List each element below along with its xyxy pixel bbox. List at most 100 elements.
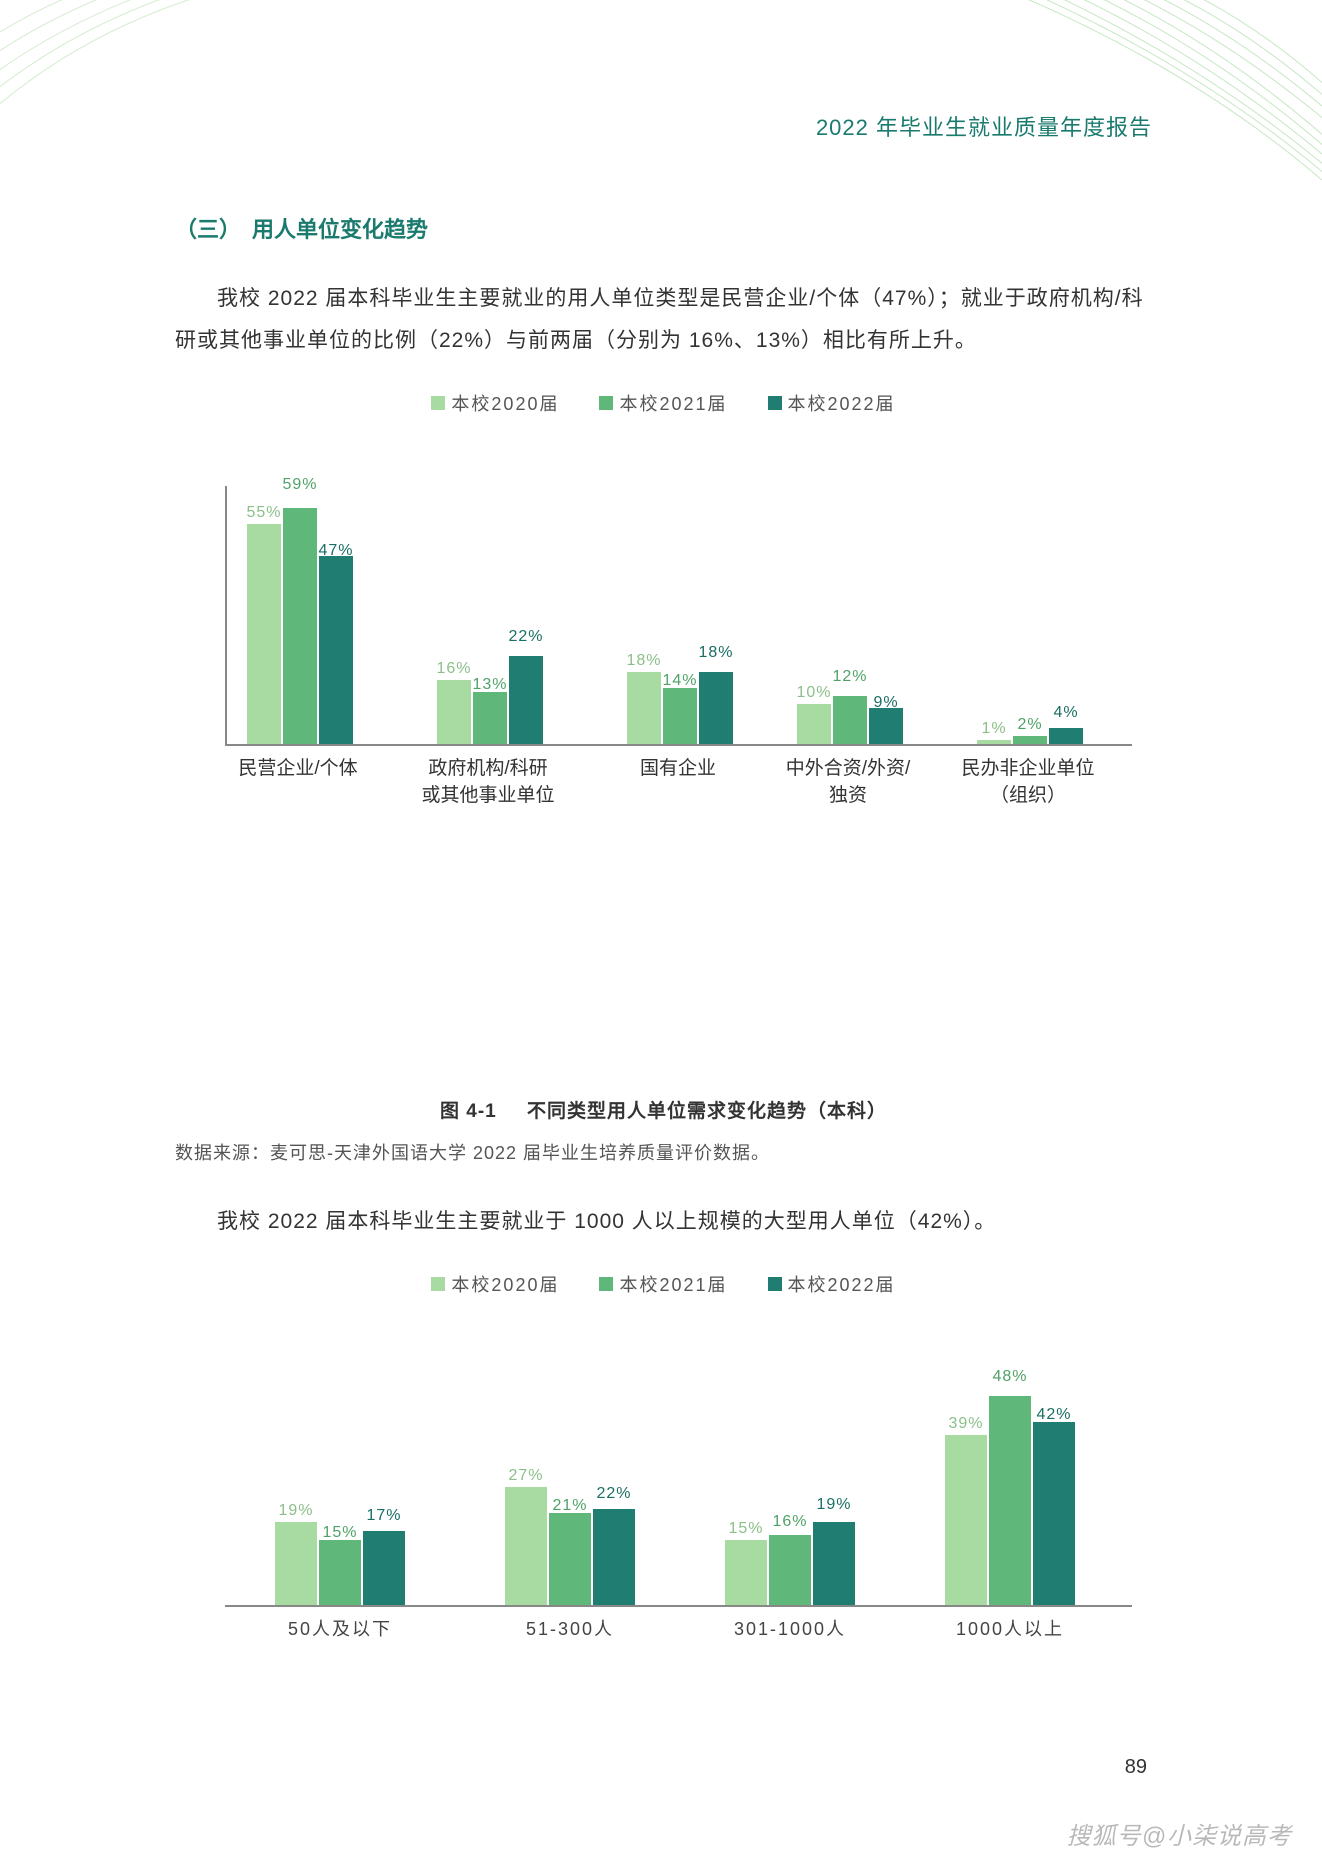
bar-value-label: 14%	[662, 672, 697, 690]
content-area: （三） 用人单位变化趋势 我校 2022 届本科毕业生主要就业的用人单位类型是民…	[0, 142, 1322, 1657]
bar: 13%	[473, 692, 507, 744]
bar-value-label: 22%	[596, 1485, 631, 1503]
x-axis-label: 国有企业	[640, 756, 716, 783]
bar: 22%	[593, 1509, 635, 1605]
x-axis-label: 中外合资/外资/独资	[786, 756, 911, 809]
x-axis-label: 50人及以下	[288, 1617, 392, 1642]
bar: 39%	[945, 1435, 987, 1605]
bar-value-label: 39%	[948, 1415, 983, 1433]
legend-swatch	[599, 1277, 613, 1291]
bar-value-label: 13%	[472, 676, 507, 694]
bar-group: 16%13%22%	[437, 656, 543, 744]
legend-swatch	[768, 1277, 782, 1291]
bar: 4%	[1049, 728, 1083, 744]
x-axis-label: 301-1000人	[734, 1617, 846, 1642]
legend-item: 本校2021届	[599, 390, 727, 416]
bar-value-label: 19%	[816, 1496, 851, 1514]
bar: 2%	[1013, 736, 1047, 744]
bar: 18%	[699, 672, 733, 744]
legend-item: 本校2022届	[768, 1271, 896, 1297]
bar-group: 19%15%17%	[275, 1522, 405, 1605]
legend-label: 本校2020届	[451, 390, 559, 416]
bar: 55%	[247, 524, 281, 744]
bar-value-label: 16%	[436, 660, 471, 678]
bar: 18%	[627, 672, 661, 744]
paragraph-2: 我校 2022 届本科毕业生主要就业于 1000 人以上规模的大型用人单位（42…	[175, 1201, 1152, 1243]
legend-swatch	[768, 396, 782, 410]
x-axis-label: 51-300人	[526, 1617, 614, 1642]
bar: 9%	[869, 708, 903, 744]
chart1-caption: 图 4-1 不同类型用人单位需求变化趋势（本科）	[175, 1096, 1152, 1123]
bar-value-label: 42%	[1036, 1406, 1071, 1424]
watermark: 搜狐号@小柒说高考	[1067, 1816, 1292, 1851]
legend-swatch	[599, 396, 613, 410]
chart2: 19%15%17%27%21%22%15%16%19%39%48%42% 50人…	[175, 1367, 1152, 1657]
bar-group: 27%21%22%	[505, 1487, 635, 1605]
bar: 19%	[275, 1522, 317, 1605]
bar-value-label: 16%	[772, 1513, 807, 1531]
bar-value-label: 9%	[873, 694, 898, 712]
bar-value-label: 12%	[832, 668, 867, 686]
legend-swatch	[431, 396, 445, 410]
bar: 15%	[319, 1540, 361, 1605]
bar: 42%	[1033, 1422, 1075, 1605]
bar-value-label: 4%	[1053, 704, 1078, 722]
legend-item: 本校2021届	[599, 1271, 727, 1297]
bar: 48%	[989, 1396, 1031, 1605]
legend-label: 本校2022届	[788, 1271, 896, 1297]
x-axis-label: 政府机构/科研或其他事业单位	[421, 756, 554, 809]
bar: 19%	[813, 1522, 855, 1605]
legend-label: 本校2021届	[619, 1271, 727, 1297]
bar: 1%	[977, 740, 1011, 744]
bar: 14%	[663, 688, 697, 744]
section-heading: （三） 用人单位变化趋势	[175, 212, 1152, 244]
bar-value-label: 15%	[322, 1524, 357, 1542]
bar: 27%	[505, 1487, 547, 1605]
x-axis-label: 民办非企业单位（组织）	[961, 756, 1094, 809]
chart1: 55%59%47%16%13%22%18%14%18%10%12%9%1%2%4…	[175, 486, 1152, 816]
bar-group: 15%16%19%	[725, 1522, 855, 1605]
bar: 10%	[797, 704, 831, 744]
chart2-x-axis-labels: 50人及以下 51-300人 301-1000人 1000人以上	[225, 1617, 1132, 1657]
bar-value-label: 59%	[282, 476, 317, 494]
chart1-source: 数据来源：麦可思-天津外国语大学 2022 届毕业生培养质量评价数据。	[175, 1139, 1152, 1165]
bar-value-label: 48%	[992, 1368, 1027, 1386]
legend-item: 本校2020届	[431, 390, 559, 416]
bar-value-label: 1%	[981, 720, 1006, 738]
bar-group: 1%2%4%	[977, 728, 1083, 744]
chart1-x-axis-labels: 民营企业/个体政府机构/科研或其他事业单位国有企业中外合资/外资/独资民办非企业…	[225, 756, 1132, 816]
bar-value-label: 15%	[728, 1520, 763, 1538]
bar-value-label: 18%	[626, 652, 661, 670]
legend-label: 本校2020届	[451, 1271, 559, 1297]
bar-value-label: 27%	[508, 1467, 543, 1485]
bar-group: 10%12%9%	[797, 696, 903, 744]
bar-group: 18%14%18%	[627, 672, 733, 744]
caption-text: 不同类型用人单位需求变化趋势（本科）	[527, 1101, 887, 1122]
bar-value-label: 18%	[698, 644, 733, 662]
x-axis-label: 1000人以上	[956, 1617, 1064, 1642]
bar: 59%	[283, 508, 317, 744]
bar-value-label: 2%	[1017, 716, 1042, 734]
caption-number: 图 4-1	[440, 1101, 497, 1122]
chart1-legend: 本校2020届 本校2021届 本校2022届	[175, 390, 1152, 416]
legend-label: 本校2022届	[788, 390, 896, 416]
page-container: 2022 年毕业生就业质量年度报告 （三） 用人单位变化趋势 我校 2022 届…	[0, 0, 1322, 1869]
paragraph-1: 我校 2022 届本科毕业生主要就业的用人单位类型是民营企业/个体（47%）；就…	[175, 278, 1152, 362]
bar: 16%	[437, 680, 471, 744]
chart2-plot-area: 19%15%17%27%21%22%15%16%19%39%48%42%	[225, 1367, 1132, 1607]
bar-value-label: 19%	[278, 1502, 313, 1520]
bar: 21%	[549, 1513, 591, 1605]
bar-value-label: 10%	[796, 684, 831, 702]
legend-item: 本校2022届	[768, 390, 896, 416]
bar: 22%	[509, 656, 543, 744]
legend-label: 本校2021届	[619, 390, 727, 416]
bar-group: 55%59%47%	[247, 508, 353, 744]
bar: 15%	[725, 1540, 767, 1605]
bar-value-label: 22%	[508, 628, 543, 646]
page-header-title: 2022 年毕业生就业质量年度报告	[0, 0, 1322, 142]
legend-item: 本校2020届	[431, 1271, 559, 1297]
bar-value-label: 55%	[246, 504, 281, 522]
page-number: 89	[1125, 1756, 1147, 1779]
bar-value-label: 47%	[318, 542, 353, 560]
chart2-legend: 本校2020届 本校2021届 本校2022届	[175, 1271, 1152, 1297]
